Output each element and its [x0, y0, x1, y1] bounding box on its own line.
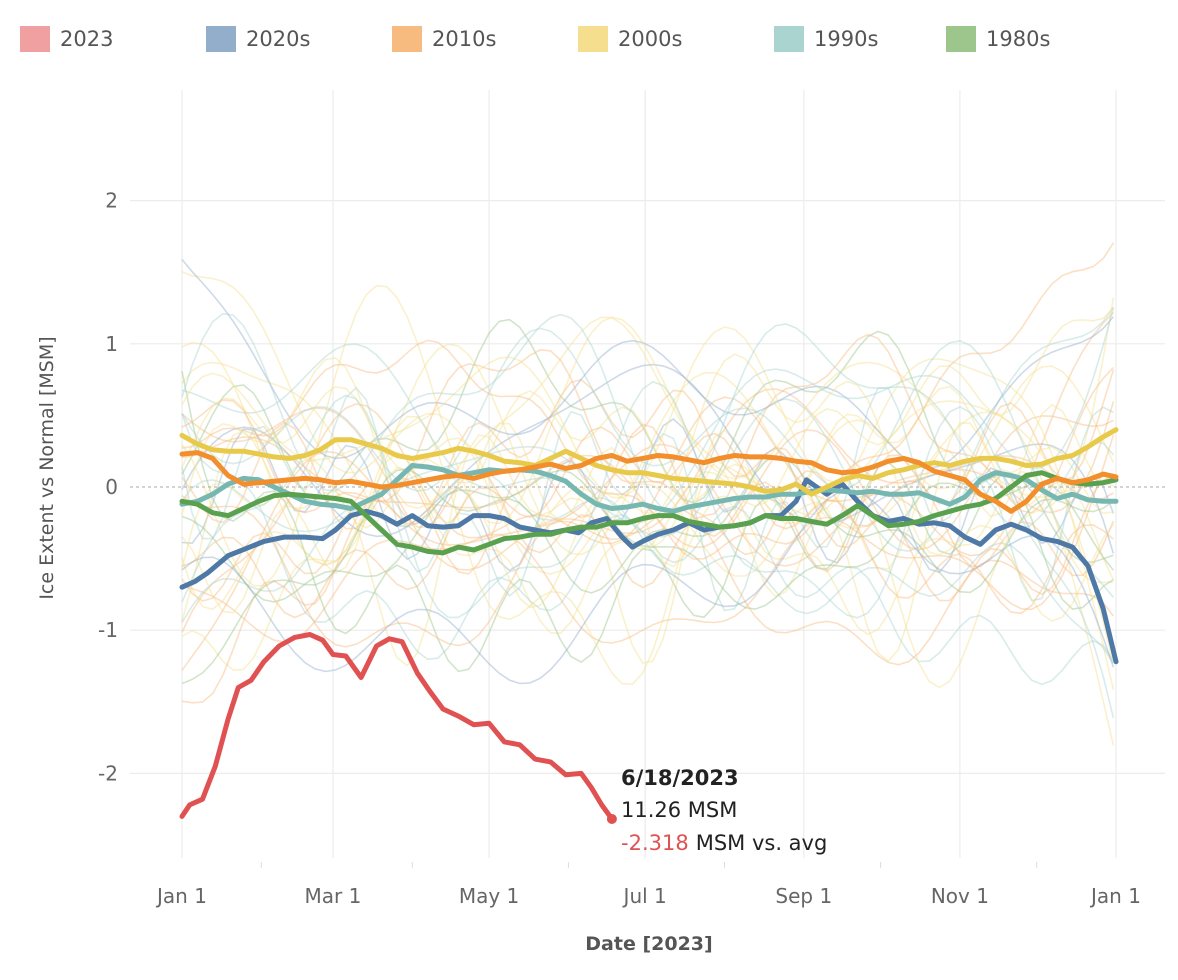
background-year-line	[181, 326, 1115, 664]
legend-label: 2000s	[618, 27, 683, 51]
background-year-line	[181, 306, 1115, 552]
annotation-date: 6/18/2023	[621, 766, 739, 790]
background-year-line	[181, 426, 1114, 619]
legend-swatch	[774, 26, 804, 52]
background-year-line	[181, 371, 1114, 673]
background-year-line	[181, 271, 1115, 577]
background-year-line	[181, 378, 1114, 704]
legend-label: 2023	[60, 27, 114, 51]
background-year-line	[181, 327, 1115, 598]
series-line-1990s	[179, 463, 1119, 514]
legend-item-2023[interactable]: 2023	[20, 26, 113, 52]
background-year-line	[181, 333, 1114, 517]
legend-item-2010s[interactable]: 2010s	[392, 26, 496, 52]
x-tick-label: Sep 1	[775, 884, 832, 908]
legend-label: 2010s	[432, 27, 497, 51]
y-axis-title: Ice Extent vs Normal [MSM]	[36, 336, 58, 599]
background-year-line	[181, 468, 1115, 602]
legend-swatch	[206, 26, 236, 52]
legend-item-1980s[interactable]: 1980s	[946, 26, 1050, 52]
series-line-2020s	[179, 477, 1119, 665]
y-tick-label: -1	[98, 618, 118, 642]
x-tick-label: Jul 1	[622, 884, 667, 908]
background-year-line	[181, 306, 1114, 551]
background-year-line	[181, 341, 1115, 746]
annotation-delta-value: -2.318	[621, 831, 689, 855]
background-year-line	[181, 469, 1115, 664]
x-tick-label: May 1	[459, 884, 519, 908]
x-tick-label: Jan 1	[155, 884, 207, 908]
annotation-delta: -2.318 MSM vs. avg	[621, 831, 827, 855]
legend-item-2020s[interactable]: 2020s	[206, 26, 310, 52]
legend-swatch	[20, 26, 50, 52]
background-year-line	[181, 353, 1115, 622]
y-tick-label: 0	[105, 475, 118, 499]
annotation-value: 11.26 MSM	[621, 798, 737, 822]
legend-item-1990s[interactable]: 1990s	[774, 26, 878, 52]
x-tick-label: Nov 1	[931, 884, 989, 908]
legend-item-2000s[interactable]: 2000s	[578, 26, 682, 52]
legend-label: 1980s	[986, 27, 1051, 51]
background-year-line	[181, 443, 1114, 671]
legend: 2023 2020s 2010s 2000s 1990s 1980s	[20, 26, 1170, 56]
legend-label: 2020s	[246, 27, 311, 51]
background-year-line	[181, 422, 1115, 667]
legend-swatch	[578, 26, 608, 52]
legend-label: 1990s	[814, 27, 879, 51]
background-year-line	[181, 388, 1115, 571]
y-axis-ticks: 2 1 0 -1 -2	[98, 189, 118, 786]
background-year-line	[181, 417, 1115, 574]
background-year-line	[181, 284, 1114, 587]
background-year-line	[181, 455, 1114, 685]
background-year-line	[181, 494, 1115, 666]
x-axis-title: Date [2023]	[585, 933, 712, 955]
legend-swatch	[392, 26, 422, 52]
x-tick-label: Jan 1	[1089, 884, 1141, 908]
annotation: 6/18/2023 11.26 MSM -2.318 MSM vs. avg	[621, 766, 827, 855]
legend-swatch	[946, 26, 976, 52]
background-year-line	[181, 469, 1115, 610]
background-year-line	[181, 380, 1115, 719]
annotation-delta-suffix: MSM vs. avg	[696, 831, 828, 855]
background-year-traces	[181, 242, 1115, 746]
series-line-2023	[179, 632, 615, 822]
y-tick-label: 1	[105, 332, 118, 356]
background-year-line	[181, 434, 1115, 644]
background-year-line	[181, 385, 1114, 569]
y-tick-label: -2	[98, 761, 118, 785]
series-lines	[179, 427, 1119, 824]
x-tick-label: Mar 1	[305, 884, 362, 908]
y-tick-label: 2	[105, 189, 118, 213]
x-axis-ticks: Jan 1 Mar 1 May 1 Jul 1 Sep 1 Nov 1 Jan 1	[155, 884, 1141, 908]
series-line-2000s	[179, 427, 1119, 497]
gridlines	[130, 90, 1165, 868]
background-year-line	[181, 369, 1115, 575]
background-year-line	[181, 311, 1114, 633]
background-year-line	[181, 297, 1115, 689]
background-year-line	[181, 363, 1115, 554]
series-line-2010s	[179, 450, 1119, 514]
background-year-line	[181, 489, 1115, 685]
background-year-line	[181, 463, 1114, 671]
background-year-line	[181, 258, 1115, 470]
series-endpoint-2023	[606, 813, 617, 824]
background-year-line	[181, 316, 1115, 690]
series-line-1980s	[179, 470, 1119, 556]
